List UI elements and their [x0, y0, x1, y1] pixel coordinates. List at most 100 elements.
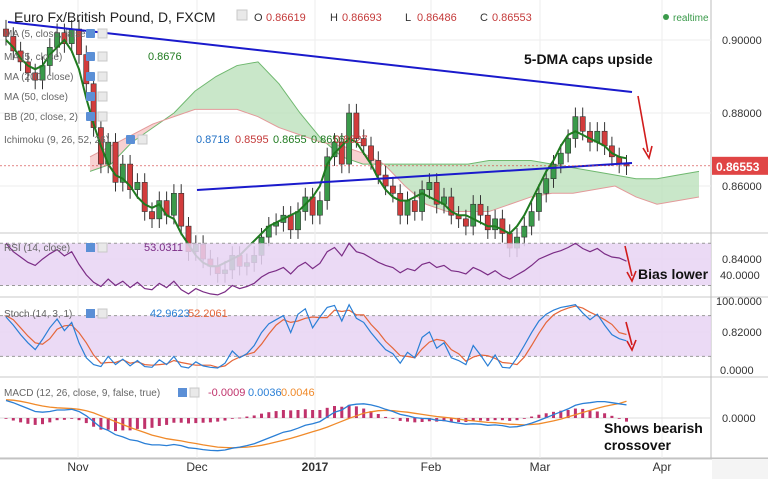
- ohlc-label: O: [254, 12, 263, 24]
- upper-trend-line: [7, 21, 633, 93]
- stoch-label[interactable]: Stoch (14, 3, 1): [4, 309, 72, 320]
- macd-histogram-bar: [340, 406, 344, 418]
- ichimoku-value: 0.8718: [196, 134, 230, 146]
- indicator-eye-icon[interactable]: [86, 72, 95, 81]
- stoch-d-value: 52.2061: [188, 308, 228, 320]
- macd-histogram-bar: [384, 416, 388, 418]
- indicator-label-ma-5[interactable]: MA (5, close): [4, 52, 62, 63]
- macd-histogram-bar: [303, 409, 307, 418]
- header-settings-icon[interactable]: [236, 9, 248, 21]
- candle: [171, 193, 177, 216]
- macd-histogram-bar: [70, 418, 74, 419]
- symbol-title: Euro Fx/British Pound, D, FXCM: [14, 9, 216, 25]
- candle: [557, 152, 564, 165]
- macd-histogram-bar: [165, 418, 169, 425]
- candle: [178, 193, 185, 227]
- ichimoku-value: 0.8655: [273, 134, 307, 146]
- macd-histogram-bar: [588, 410, 592, 418]
- indicator-settings-icon[interactable]: [97, 111, 108, 122]
- candle: [3, 28, 9, 37]
- rsi-arrow-head: [626, 270, 637, 283]
- rsi-axis-label: 40.0000: [720, 270, 760, 282]
- candle: [535, 193, 542, 212]
- macd-label[interactable]: MACD (12, 26, close, 9, false, true): [4, 388, 160, 399]
- macd-histogram-bar: [369, 411, 373, 418]
- macd-histogram-bar: [420, 418, 424, 422]
- stoch-k-value: 42.9623: [150, 308, 190, 320]
- stoch-settings-icon[interactable]: [97, 308, 108, 319]
- indicator-eye-icon[interactable]: [86, 92, 95, 101]
- macd-histogram-bar: [398, 418, 402, 421]
- macd-histogram-bar: [391, 418, 395, 419]
- candle: [404, 200, 411, 216]
- macd-histogram-bar: [245, 416, 249, 418]
- realtime-label: realtime: [673, 13, 709, 24]
- macd-histogram-bar: [479, 418, 482, 421]
- indicator-label-ma-50[interactable]: MA (50, close): [4, 92, 68, 103]
- candle: [572, 116, 579, 139]
- indicator-settings-icon[interactable]: [97, 71, 108, 82]
- indicator-label-bb[interactable]: BB (20, close, 2): [4, 112, 78, 123]
- macd-histogram-bar: [573, 408, 577, 418]
- candle: [32, 72, 39, 81]
- time-axis-label: Nov: [67, 460, 88, 474]
- rsi-label[interactable]: RSI (14, close): [4, 243, 70, 254]
- indicator-label-ma-false[interactable]: MA (5, close, false...: [4, 29, 94, 40]
- ichimoku-span-b: [89, 108, 700, 213]
- candle: [338, 141, 345, 165]
- macd-histogram-bar: [603, 413, 607, 418]
- candle: [492, 218, 498, 231]
- candle: [528, 211, 535, 227]
- macd-histogram-bar: [135, 418, 139, 429]
- macd-axis-label: 0.0000: [722, 413, 756, 425]
- macd-settings-icon[interactable]: [189, 387, 200, 398]
- macd-histogram-bar: [515, 418, 519, 421]
- candle: [543, 178, 550, 194]
- macd-eye-icon[interactable]: [178, 388, 187, 397]
- indicator-eye-icon[interactable]: [126, 135, 135, 144]
- macd-histogram-bar: [143, 418, 147, 429]
- ohlc-label: L: [405, 12, 411, 24]
- candle: [90, 83, 97, 128]
- indicator-settings-icon[interactable]: [137, 134, 148, 145]
- macd-histogram-bar: [62, 418, 66, 420]
- candle: [17, 50, 24, 63]
- macd-histogram-bar: [325, 407, 329, 418]
- indicator-settings-icon[interactable]: [97, 28, 108, 39]
- macd-macd-value: 0.0036: [248, 387, 282, 399]
- candle: [601, 130, 608, 147]
- macd-histogram-bar: [544, 413, 548, 418]
- indicator-eye-icon[interactable]: [86, 52, 95, 61]
- candle: [127, 163, 133, 190]
- macd-histogram-bar: [595, 411, 599, 418]
- macd-histogram-bar: [114, 418, 117, 432]
- indicator-settings-icon[interactable]: [97, 91, 108, 102]
- lower-trend-line: [196, 162, 633, 191]
- annotation-bias: Bias lower: [638, 266, 709, 282]
- macd-histogram-bar: [230, 418, 234, 419]
- macd-histogram-bar: [48, 418, 52, 423]
- candle: [295, 211, 301, 231]
- rsi-settings-icon[interactable]: [97, 242, 108, 253]
- rsi-eye-icon[interactable]: [86, 243, 95, 252]
- macd-histogram-bar: [289, 410, 293, 418]
- macd-histogram-bar: [252, 415, 256, 418]
- stoch-eye-icon[interactable]: [86, 309, 95, 318]
- price-axis-label: 0.88000: [722, 108, 762, 120]
- indicator-label-ma-200[interactable]: MA (200, close): [4, 72, 73, 83]
- candle: [375, 160, 382, 176]
- macd-histogram-bar: [296, 410, 300, 418]
- rsi-arrow-down: [624, 245, 633, 277]
- ohlc-label: H: [330, 12, 338, 24]
- macd-histogram-bar: [55, 418, 59, 421]
- indicator-settings-icon[interactable]: [97, 51, 108, 62]
- indicator-eye-icon[interactable]: [86, 112, 95, 121]
- candle: [382, 174, 389, 187]
- macd-histogram-bar: [41, 418, 44, 425]
- candle: [397, 193, 404, 216]
- indicator-eye-icon[interactable]: [86, 29, 95, 38]
- current-price-badge: [712, 156, 768, 175]
- indicator-label-ichimoku[interactable]: Ichimoku (9, 26, 52, 26): [4, 135, 109, 146]
- price-axis-label: 0.90000: [722, 35, 762, 47]
